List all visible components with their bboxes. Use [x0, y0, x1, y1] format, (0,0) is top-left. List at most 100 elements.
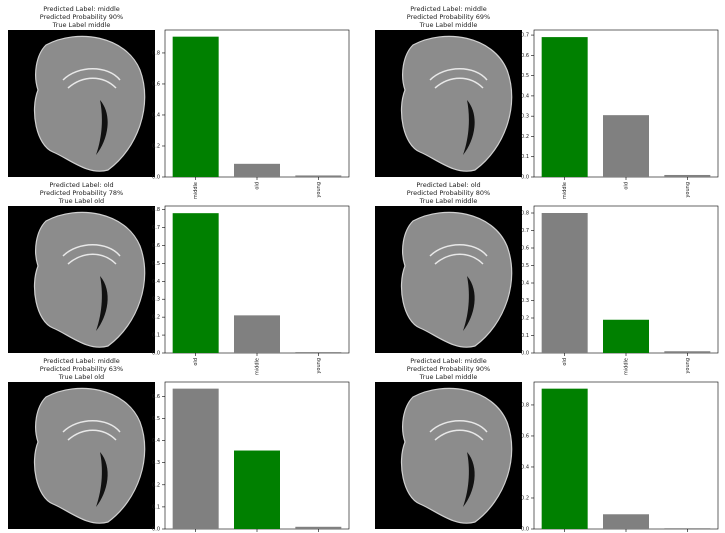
x-tick-label: middle — [255, 358, 261, 375]
panel-title: Predicted Probability 69% — [407, 13, 490, 21]
y-tick-label: 0.0 — [521, 351, 529, 357]
brain-structure — [429, 420, 488, 441]
panel-title: Predicted Probability 90% — [407, 365, 490, 373]
x-tick-label: middle — [624, 358, 630, 375]
panel-title: True Label middle — [419, 373, 478, 381]
y-tick-label: 0.6 — [152, 243, 160, 249]
y-tick-label: 0.6 — [521, 53, 529, 59]
panel-title: Predicted Label: middle — [43, 357, 120, 365]
y-tick-label: 0.4 — [152, 112, 160, 118]
y-tick-label: 0.3 — [521, 298, 529, 304]
bar — [172, 36, 219, 177]
y-tick-label: 0.6 — [521, 246, 529, 252]
y-tick-label: 0.4 — [521, 281, 529, 287]
x-tick-label: old — [562, 358, 568, 366]
x-tick-label: young — [685, 182, 691, 198]
x-tick-label: old — [255, 182, 261, 190]
y-tick-label: 0.7 — [152, 225, 160, 231]
x-tick-label: young — [316, 182, 322, 198]
bar — [295, 175, 342, 177]
panel-title: True Label middle — [419, 197, 478, 205]
y-tick-label: 0.6 — [521, 433, 529, 439]
y-tick-label: 0.2 — [521, 495, 529, 501]
x-tick-label: young — [316, 358, 322, 374]
y-tick-label: 0.5 — [152, 416, 160, 422]
panel-title: Predicted Label: old — [49, 181, 113, 189]
panel-title: Predicted Probability 80% — [407, 189, 490, 197]
y-tick-label: 0.2 — [152, 143, 160, 149]
y-tick-label: 0.6 — [152, 394, 160, 400]
x-tick-label: middle — [562, 182, 568, 199]
y-tick-label: 0.2 — [521, 134, 529, 140]
y-tick-label: 0.8 — [521, 211, 529, 217]
bar — [664, 528, 711, 529]
brain-slice — [33, 387, 146, 524]
bar — [603, 319, 649, 353]
y-tick-label: 0.3 — [521, 114, 529, 120]
panel-title: True Label middle — [419, 21, 478, 29]
y-tick-label: 0.1 — [152, 504, 160, 510]
brain-slice — [33, 211, 146, 348]
y-tick-label: 0.0 — [521, 175, 529, 181]
y-tick-label: 0.0 — [152, 527, 160, 533]
y-tick-label: 0.0 — [521, 527, 529, 533]
brain-ventricle — [96, 452, 108, 507]
y-tick-label: 0.7 — [521, 33, 529, 39]
bar — [541, 388, 588, 529]
brain-slice — [400, 211, 513, 348]
x-tick-label: old — [624, 182, 630, 190]
y-tick-label: 0.1 — [521, 154, 529, 160]
bar — [603, 115, 649, 177]
x-tick-label: old — [193, 358, 199, 366]
bar — [295, 526, 342, 529]
brain-ventricle — [463, 452, 475, 507]
bar — [234, 450, 280, 529]
panel-title: Predicted Probability 90% — [40, 13, 123, 21]
brain-structure — [62, 68, 121, 89]
y-tick-label: 0.4 — [521, 464, 529, 470]
y-tick-label: 0.0 — [152, 175, 160, 181]
brain-ventricle — [96, 100, 108, 155]
brain-structure — [429, 68, 488, 89]
y-tick-label: 0.5 — [152, 261, 160, 267]
brain-slice — [400, 35, 513, 172]
y-tick-label: 0.2 — [152, 482, 160, 488]
panel-title: Predicted Label: middle — [410, 5, 487, 13]
brain-ventricle — [463, 100, 475, 155]
bar — [172, 388, 219, 529]
y-tick-label: 0.2 — [152, 315, 160, 321]
bar — [172, 213, 219, 353]
bar — [603, 514, 649, 529]
y-tick-label: 0.6 — [152, 81, 160, 87]
brain-structure — [429, 244, 488, 265]
y-tick-label: 0.8 — [152, 207, 160, 213]
y-tick-label: 0.3 — [152, 460, 160, 466]
bar — [234, 163, 280, 177]
panel-title: Predicted Label: old — [416, 181, 480, 189]
bar — [664, 351, 711, 353]
y-tick-label: 0.4 — [521, 93, 529, 99]
x-tick-label: young — [685, 358, 691, 374]
bar — [234, 315, 280, 353]
y-tick-label: 0.5 — [521, 73, 529, 79]
panel-title: Predicted Label: middle — [43, 5, 120, 13]
y-tick-label: 0.8 — [521, 402, 529, 408]
y-tick-label: 0.1 — [521, 333, 529, 339]
brain-structure — [62, 420, 121, 441]
x-tick-label: middle — [193, 182, 199, 199]
brain-slice — [400, 387, 513, 524]
brain-slice — [33, 35, 146, 172]
panel-title: True Label old — [58, 373, 104, 381]
brain-ventricle — [463, 276, 475, 331]
panel-title: True Label middle — [52, 21, 111, 29]
bar — [541, 37, 588, 177]
y-tick-label: 0.7 — [521, 228, 529, 234]
y-tick-label: 0.1 — [152, 333, 160, 339]
brain-structure — [62, 244, 121, 265]
panel-title: Predicted Label: middle — [410, 357, 487, 365]
y-tick-label: 0.2 — [521, 316, 529, 322]
panel-title: Predicted Probability 78% — [40, 189, 123, 197]
bar — [541, 213, 588, 353]
panel-title: Predicted Probability 63% — [40, 365, 123, 373]
